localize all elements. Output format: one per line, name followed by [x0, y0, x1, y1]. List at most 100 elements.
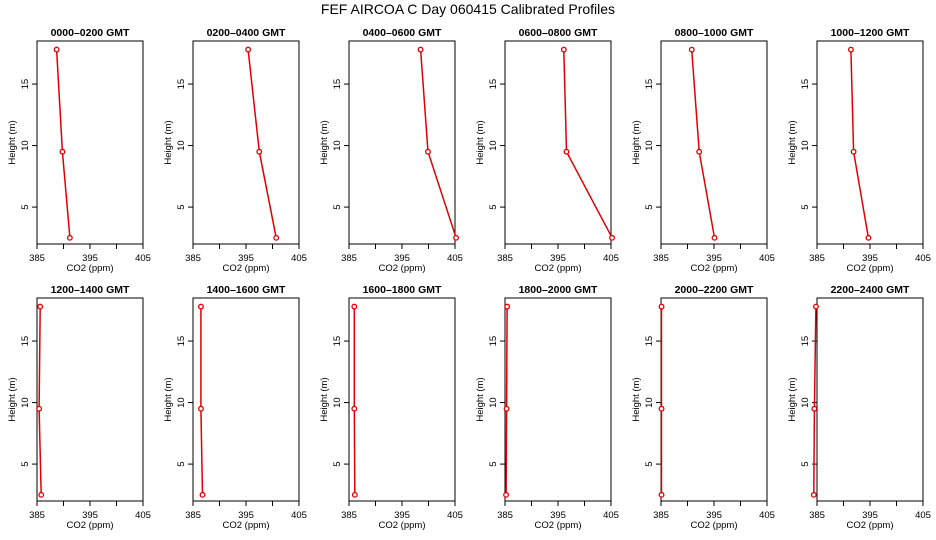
data-point — [563, 148, 570, 155]
y-tick-label: 5 — [20, 461, 31, 466]
panel-title: 1000–1200 GMT — [831, 27, 910, 39]
panel: 0400–0600 GMT 385 395 405 CO2 (ppm) 5 10 15 Heig… — [319, 27, 463, 274]
profile-line — [813, 306, 817, 495]
data-point — [256, 148, 263, 155]
x-tick-label: 405 — [447, 510, 463, 521]
data-point — [66, 234, 73, 241]
y-axis-label: Height (m) — [7, 120, 18, 164]
y-tick-label: 10 — [176, 397, 187, 408]
x-tick-label: 395 — [706, 253, 722, 264]
x-tick-label: 395 — [238, 510, 254, 521]
plot-frame — [36, 40, 144, 245]
x-tick-label: 395 — [238, 253, 254, 264]
x-tick-label: 385 — [29, 253, 45, 264]
x-tick-label: 405 — [291, 510, 307, 521]
y-axis-label: Height (m) — [163, 120, 174, 164]
y-axis-label: Height (m) — [319, 377, 330, 421]
y-tick-label: 5 — [488, 461, 499, 466]
data-point — [453, 234, 460, 241]
data-point — [273, 234, 280, 241]
y-tick-label: 5 — [332, 204, 343, 209]
data-point — [245, 46, 252, 53]
x-tick-label: 385 — [497, 253, 513, 264]
y-tick-label: 10 — [644, 140, 655, 151]
x-axis-label: CO2 (ppm) — [67, 263, 114, 274]
y-tick-label: 15 — [644, 336, 655, 347]
profile-line — [850, 49, 870, 238]
y-tick-label: 5 — [644, 204, 655, 209]
y-tick-label: 15 — [644, 79, 655, 90]
panel-title: 0400–0600 GMT — [363, 27, 442, 39]
panel: 1400–1600 GMT 385 395 405 CO2 (ppm) 5 10 15 Heig… — [163, 284, 307, 531]
y-tick-label: 15 — [800, 79, 811, 90]
plot-frame — [504, 297, 612, 502]
data-point — [609, 234, 616, 241]
panel-title: 1200–1400 GMT — [51, 284, 130, 296]
y-tick-label: 15 — [332, 336, 343, 347]
data-point — [847, 46, 854, 53]
x-tick-label: 395 — [550, 510, 566, 521]
plot-frame — [816, 297, 924, 502]
panel: 1200–1400 GMT 385 395 405 CO2 (ppm) 5 10 15 Heig… — [7, 284, 151, 531]
figure-title: FEF AIRCOA C Day 060415 Calibrated Profi… — [320, 1, 616, 17]
x-tick-label: 405 — [603, 253, 619, 264]
x-tick-label: 385 — [653, 253, 669, 264]
x-tick-label: 385 — [341, 253, 357, 264]
x-axis-label: CO2 (ppm) — [379, 520, 426, 531]
x-tick-label: 385 — [809, 253, 825, 264]
y-tick-label: 15 — [488, 336, 499, 347]
data-point — [658, 303, 665, 310]
profile-line — [690, 49, 716, 238]
plot-frame — [36, 297, 144, 502]
panel-title: 1600–1800 GMT — [363, 284, 442, 296]
x-axis-label: CO2 (ppm) — [223, 520, 270, 531]
y-tick-label: 15 — [176, 79, 187, 90]
x-tick-label: 385 — [185, 510, 201, 521]
x-tick-label: 395 — [706, 510, 722, 521]
plot-frame — [348, 40, 456, 245]
data-point — [38, 491, 45, 498]
y-tick-label: 10 — [488, 140, 499, 151]
y-tick-label: 15 — [332, 79, 343, 90]
x-axis-label: CO2 (ppm) — [535, 263, 582, 274]
data-point — [351, 491, 358, 498]
y-axis-label: Height (m) — [631, 377, 642, 421]
x-axis-label: CO2 (ppm) — [535, 520, 582, 531]
y-tick-label: 5 — [176, 204, 187, 209]
data-point — [658, 405, 665, 412]
y-tick-label: 10 — [488, 397, 499, 408]
x-tick-label: 395 — [862, 510, 878, 521]
y-tick-label: 5 — [644, 461, 655, 466]
x-axis-label: CO2 (ppm) — [691, 520, 738, 531]
data-point — [59, 148, 66, 155]
y-axis-label: Height (m) — [163, 377, 174, 421]
x-tick-label: 395 — [82, 510, 98, 521]
x-tick-label: 405 — [759, 510, 775, 521]
panel: 2000–2200 GMT 385 395 405 CO2 (ppm) 5 10 15 Heig… — [631, 284, 775, 531]
y-tick-label: 10 — [20, 140, 31, 151]
plot-frame — [816, 40, 924, 245]
x-tick-label: 385 — [341, 510, 357, 521]
data-point — [811, 405, 818, 412]
plot-frame — [660, 40, 768, 245]
data-point — [503, 405, 510, 412]
x-tick-label: 405 — [759, 253, 775, 264]
y-tick-label: 15 — [176, 336, 187, 347]
data-point — [53, 46, 60, 53]
y-tick-label: 10 — [20, 397, 31, 408]
panel-title: 2200–2400 GMT — [831, 284, 910, 296]
plot-frame — [504, 40, 612, 245]
x-tick-label: 395 — [82, 253, 98, 264]
data-point — [865, 234, 872, 241]
x-tick-label: 395 — [394, 510, 410, 521]
data-point — [812, 303, 819, 310]
x-tick-label: 395 — [550, 253, 566, 264]
x-tick-label: 385 — [185, 253, 201, 264]
data-point — [696, 148, 703, 155]
data-point — [417, 46, 424, 53]
data-point — [658, 491, 665, 498]
y-tick-label: 5 — [800, 461, 811, 466]
x-axis-label: CO2 (ppm) — [379, 263, 426, 274]
panel-title: 0800–1000 GMT — [675, 27, 754, 39]
